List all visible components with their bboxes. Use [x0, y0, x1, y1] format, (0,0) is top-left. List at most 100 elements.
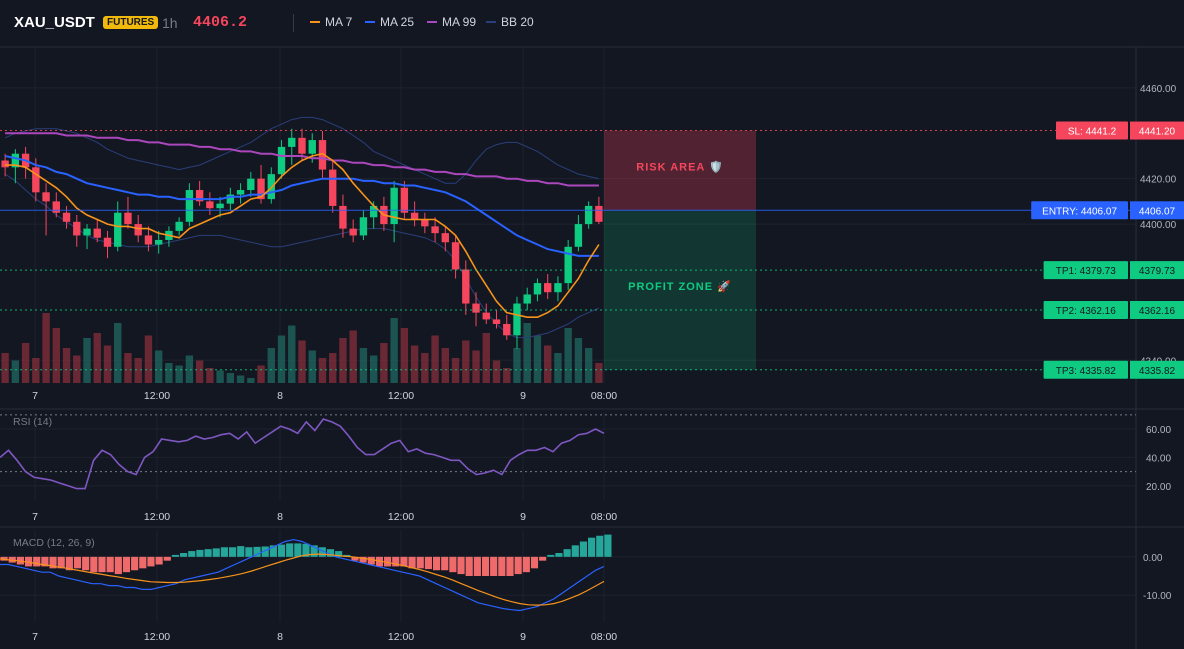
macd-histogram-bar — [302, 543, 310, 557]
macd-histogram-bar — [139, 556, 147, 569]
level-price: 4362.16 — [1139, 306, 1176, 317]
legend-bb20[interactable]: BB 20 — [486, 15, 534, 29]
macd-histogram-bar — [506, 556, 514, 576]
macd-histogram-bar — [180, 553, 188, 557]
macd-histogram-bar — [237, 546, 245, 557]
macd-histogram-bar — [171, 554, 180, 557]
candle-body — [564, 246, 572, 284]
volume-bar — [329, 353, 337, 383]
macd-title: MACD (12, 26, 9) — [13, 537, 95, 549]
volume-bar — [574, 338, 583, 383]
volume-bar — [114, 323, 122, 383]
time-axis-label: 7 — [32, 390, 38, 402]
macd-histogram-bar — [490, 556, 498, 576]
macd-histogram-bar — [441, 556, 449, 571]
legend-swatch-ma99 — [427, 21, 437, 23]
level-price-box — [1130, 121, 1184, 140]
macd-histogram-bar — [204, 549, 212, 557]
level-price-box — [1130, 300, 1184, 319]
rsi-time-label: 12:00 — [144, 511, 170, 523]
macd-histogram-bar — [522, 556, 530, 573]
volume-bar — [472, 350, 480, 383]
volume-bar — [431, 335, 439, 383]
chart-header: XAU_USDT FUTURES 1h 4406.2 MA 7 MA 25 MA… — [0, 0, 1184, 46]
macd-histogram-bar — [220, 547, 228, 557]
level-label-box — [1056, 121, 1128, 140]
candle-body — [431, 226, 439, 234]
bb-upper-line — [4, 116, 600, 184]
macd-histogram-bar — [294, 543, 302, 557]
macd-histogram-bar — [596, 535, 604, 557]
volume-bar — [1, 353, 9, 383]
candle-body — [103, 237, 112, 247]
legend-ma99[interactable]: MA 99 — [427, 15, 476, 29]
candle-body — [216, 203, 224, 209]
volume-bar — [564, 328, 572, 383]
legend-swatch-bb20 — [486, 21, 496, 23]
candle-body — [42, 192, 50, 202]
macd-histogram-bar — [481, 556, 490, 576]
volume-bar — [369, 355, 378, 383]
legend-ma25[interactable]: MA 25 — [365, 15, 414, 29]
legend-label-ma7: MA 7 — [325, 15, 353, 29]
macd-histogram-bar — [367, 556, 375, 565]
level-price-box — [1130, 261, 1184, 280]
macd-histogram-bar — [212, 548, 220, 557]
volume-bar — [523, 323, 531, 383]
candle-body — [421, 219, 429, 227]
time-axis-label: 9 — [520, 390, 526, 402]
volume-bar — [482, 333, 490, 383]
candle-body — [492, 319, 501, 324]
macd-histogram-bar — [269, 545, 277, 557]
candle-body — [595, 205, 603, 222]
symbol-name[interactable]: XAU_USDT — [14, 14, 95, 31]
level-price: 4406.07 — [1139, 206, 1176, 217]
candle-body — [257, 178, 265, 200]
volume-bar — [390, 318, 398, 383]
volume-bar — [11, 360, 20, 383]
macd-histogram-bar — [514, 556, 522, 575]
macd-histogram-bar — [73, 556, 82, 569]
level-price-box — [1130, 201, 1184, 220]
price-tick-label: 4460.00 — [1140, 84, 1177, 95]
candle-body — [206, 201, 214, 209]
volume-bar — [410, 345, 419, 383]
candle-body — [236, 190, 245, 195]
volume-bar — [595, 363, 603, 383]
rsi-title: RSI (14) — [13, 416, 52, 428]
candle-body — [298, 137, 306, 154]
rsi-time-label: 8 — [277, 511, 283, 523]
candle-body — [114, 212, 122, 247]
legend-ma7[interactable]: MA 7 — [310, 15, 352, 29]
candle-body — [462, 269, 470, 304]
candle-body — [124, 212, 132, 225]
candle-body — [369, 205, 378, 218]
macd-histogram-bar — [49, 556, 57, 569]
ma25-line — [4, 155, 599, 257]
macd-histogram-bar — [41, 556, 49, 567]
candle-body — [482, 312, 490, 320]
macd-histogram-bar — [539, 556, 547, 561]
macd-histogram-bar — [326, 549, 335, 557]
volume-bar — [32, 358, 40, 383]
volume-bar — [308, 350, 316, 383]
volume-bar — [62, 348, 71, 383]
time-axis-label: 12:00 — [388, 390, 414, 402]
level-label-box — [1031, 201, 1128, 220]
macd-histogram-bar — [588, 537, 596, 557]
macd-histogram-bar — [579, 541, 588, 557]
volume-bar — [400, 328, 409, 383]
macd-histogram-bar — [57, 556, 65, 569]
rsi-tick-label: 40.00 — [1146, 453, 1171, 464]
level-price: 4335.82 — [1139, 366, 1176, 377]
candle-body — [288, 137, 296, 147]
volume-bar — [492, 360, 501, 383]
level-label: ENTRY: 4406.07 — [1042, 206, 1117, 217]
timeframe-label[interactable]: 1h — [162, 15, 178, 31]
volume-bar — [216, 370, 224, 383]
macd-time-label: 9 — [520, 631, 526, 643]
profit-zone — [604, 210, 756, 370]
candle-body — [93, 228, 101, 238]
candle-body — [584, 205, 593, 225]
